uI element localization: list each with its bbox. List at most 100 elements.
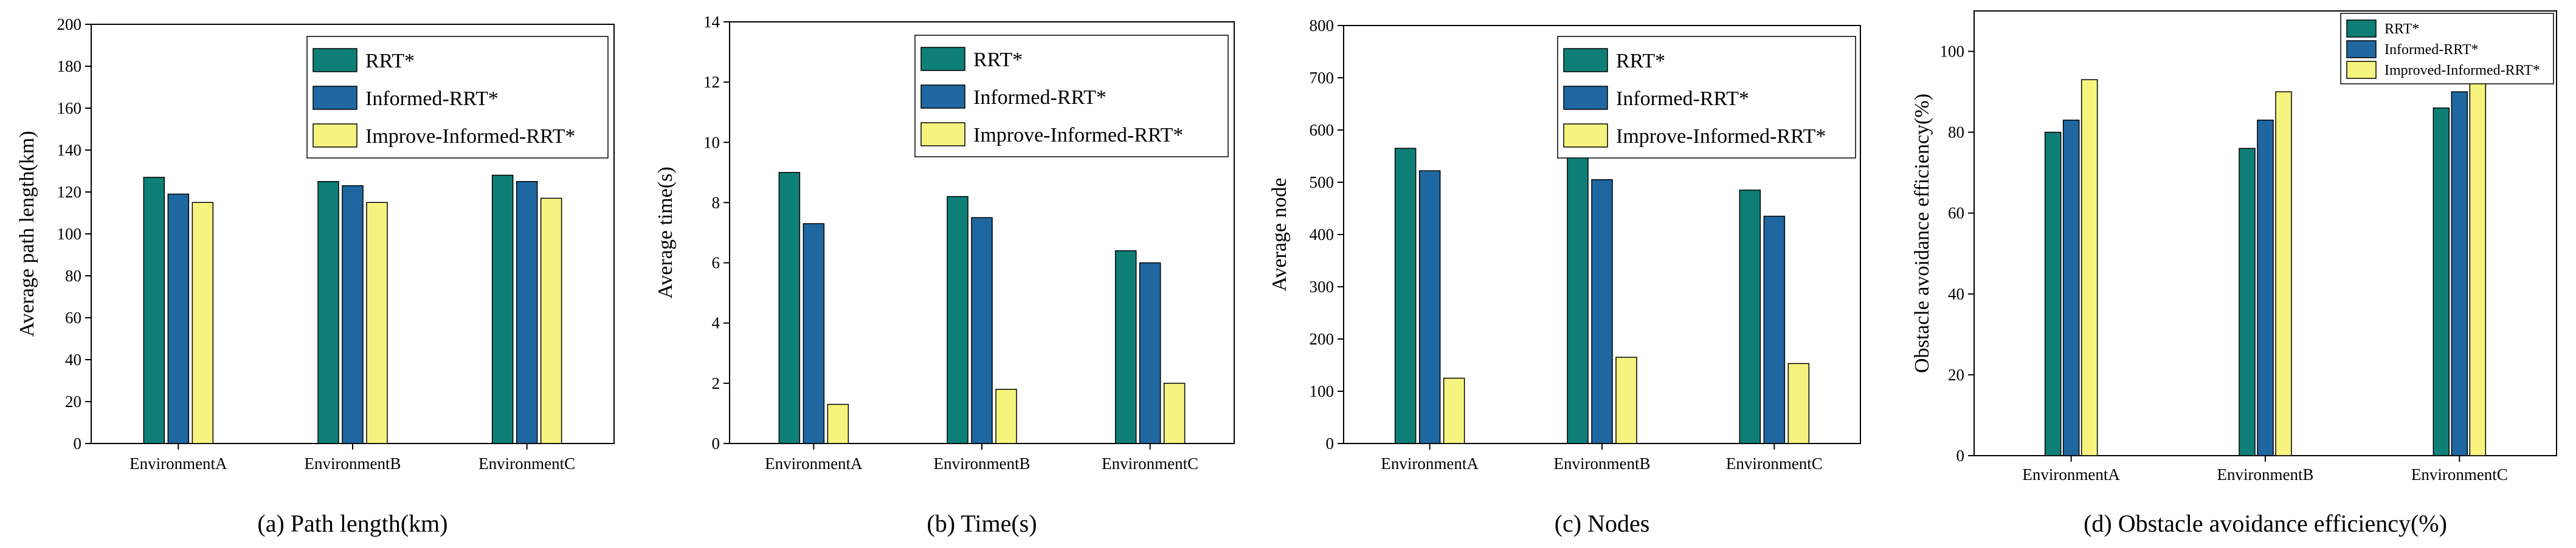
y-tick-label: 100 [57, 225, 82, 243]
y-tick-label: 200 [1310, 330, 1335, 348]
y-tick-label: 0 [1326, 434, 1335, 453]
y-tick-label: 700 [1310, 69, 1335, 87]
y-tick-label: 4 [712, 314, 720, 332]
bar-environmenta-series-2 [1418, 170, 1441, 444]
y-tick-label: 10 [703, 133, 720, 151]
y-tick-label: 60 [65, 309, 81, 327]
y-tick-label: 60 [1948, 204, 1964, 222]
bar-environmentb-series-1 [947, 196, 969, 444]
legend-label: Improve-Informed-RRT* [365, 125, 575, 148]
chart-2: 0 2 4 6 8 10 12 14 Average time(s) EnvironmentA En… [654, 13, 1235, 537]
y-axis-label: Obstacle avoidance efficiency(%) [1911, 94, 1933, 373]
y-tick-label: 160 [57, 99, 82, 117]
y-tick-label: 100 [1310, 382, 1335, 400]
bar-environmentb-series-2 [971, 217, 993, 444]
legend-label: RRT* [365, 50, 415, 72]
x-tick-label: EnvironmentB [2217, 465, 2314, 484]
y-tick-label: 8 [712, 193, 720, 211]
y-tick-label: 800 [1310, 16, 1335, 35]
legend-label: Improve-Informed-RRT* [973, 124, 1183, 146]
x-tick-label: EnvironmentA [2022, 465, 2120, 484]
chart-3: 0 100 200 300 400 500 600 700 800 Average node Env… [1268, 16, 1861, 537]
legend-swatch [313, 123, 357, 148]
legend-swatch [920, 122, 965, 146]
y-tick-label: 80 [1948, 123, 1964, 142]
y-tick-label: 500 [1310, 173, 1335, 191]
y-tick-label: 140 [57, 141, 82, 159]
bar-environmenta-series-2 [803, 223, 825, 444]
legend-swatch [920, 47, 965, 71]
legend-label: Improved-Informed-RRT* [2384, 63, 2540, 78]
y-tick-label: 300 [1310, 278, 1335, 296]
legend-label: Informed-RRT* [365, 87, 499, 110]
bar-environmentb-series-2 [1591, 179, 1613, 444]
bar-environmenta-series-3 [2080, 79, 2098, 456]
y-tick-label: 20 [1948, 366, 1964, 384]
x-tick-label: EnvironmentB [305, 454, 401, 473]
y-tick-label: 20 [65, 392, 81, 411]
y-tick-label: 14 [703, 13, 720, 31]
bar-environmenta-series-1 [1394, 148, 1417, 444]
y-axis-label: Average time(s) [654, 166, 677, 298]
bar-environmenta-series-2 [2062, 119, 2080, 456]
legend-label: RRT* [2384, 21, 2419, 37]
bar-environmentc-series-1 [2433, 107, 2450, 456]
bar-environmentc-series-1 [491, 174, 514, 444]
bar-environmentc-series-2 [1763, 216, 1786, 444]
y-tick-label: 400 [1310, 225, 1335, 244]
bar-environmenta-series-3 [1443, 377, 1465, 444]
legend-swatch [2346, 40, 2377, 58]
y-tick-label: 120 [57, 183, 82, 201]
bar-environmentb-series-2 [2257, 119, 2274, 456]
x-tick-label: EnvironmentC [1102, 454, 1198, 473]
y-tick-label: 100 [1940, 43, 1965, 61]
bar-environmentc-series-3 [1787, 363, 1810, 444]
chart-caption: (b) Time(s) [927, 510, 1037, 537]
legend-swatch [313, 48, 357, 72]
bar-environmenta-series-1 [143, 177, 165, 444]
y-tick-label: 6 [712, 254, 720, 272]
chart-caption: (c) Nodes [1555, 510, 1650, 537]
y-tick-label: 2 [712, 374, 720, 392]
bar-environmentc-series-3 [2469, 71, 2487, 456]
legend-swatch [1563, 123, 1608, 148]
legend-label: Informed-RRT* [2384, 42, 2479, 58]
chart-caption: (d) Obstacle avoidance efficiency(%) [2084, 510, 2447, 537]
bar-environmentb-series-3 [2275, 91, 2292, 456]
bar-environmentc-series-2 [1139, 262, 1161, 444]
bar-environmentb-series-3 [995, 389, 1017, 444]
bar-environmentc-series-3 [1163, 383, 1186, 444]
y-axis-label: Average node [1268, 177, 1291, 291]
x-tick-label: EnvironmentB [934, 454, 1031, 473]
bar-environmentb-series-1 [2239, 148, 2256, 456]
legend-swatch [1563, 86, 1608, 110]
chart-1: 0 20 40 60 80 100 120 140 160 180 200 Average path … [16, 15, 615, 537]
bar-environmenta-series-1 [778, 172, 801, 444]
chart-caption: (a) Path length(km) [257, 510, 447, 537]
bar-environmenta-series-3 [827, 403, 849, 444]
legend-label: Informed-RRT* [973, 86, 1107, 109]
bar-environmentb-series-3 [366, 202, 388, 444]
legend-label: RRT* [973, 49, 1023, 71]
bar-environmentb-series-1 [1567, 145, 1589, 444]
x-tick-label: EnvironmentC [1726, 454, 1823, 473]
y-tick-label: 40 [1948, 285, 1964, 303]
x-tick-label: EnvironmentB [1554, 454, 1651, 473]
legend-swatch [1563, 48, 1608, 72]
legend-label: RRT* [1616, 50, 1665, 72]
x-tick-label: EnvironmentA [1381, 454, 1479, 473]
legend-swatch [920, 84, 965, 109]
bar-environmentb-series-2 [342, 185, 364, 444]
legend-label: Improve-Informed-RRT* [1616, 125, 1826, 148]
x-tick-label: EnvironmentC [2411, 465, 2508, 484]
x-tick-label: EnvironmentA [129, 454, 227, 473]
bar-environmentc-series-1 [1739, 190, 1761, 444]
y-tick-label: 200 [57, 15, 82, 33]
y-tick-label: 12 [703, 73, 720, 91]
x-tick-label: EnvironmentC [478, 454, 575, 473]
y-tick-label: 80 [65, 267, 81, 285]
y-tick-label: 40 [65, 351, 81, 369]
y-tick-label: 600 [1310, 121, 1335, 139]
legend-label: Informed-RRT* [1616, 87, 1749, 110]
